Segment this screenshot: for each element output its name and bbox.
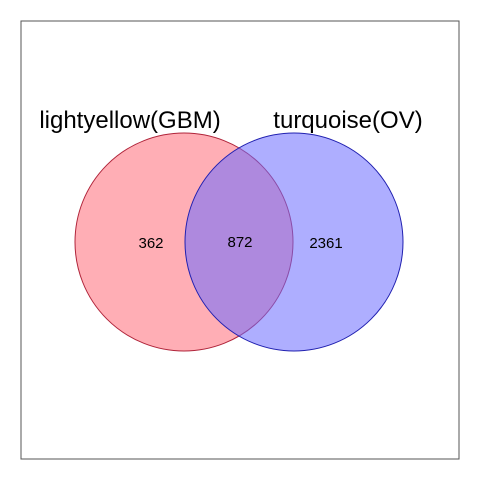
venn-circle-ov bbox=[184, 132, 404, 352]
set-label-ov: turquoise(OV) bbox=[273, 107, 422, 134]
count-intersection: 872 bbox=[227, 234, 252, 251]
count-gbm-only: 362 bbox=[138, 235, 163, 252]
count-ov-only: 2361 bbox=[309, 235, 342, 252]
set-label-gbm: lightyellow(GBM) bbox=[39, 107, 220, 134]
